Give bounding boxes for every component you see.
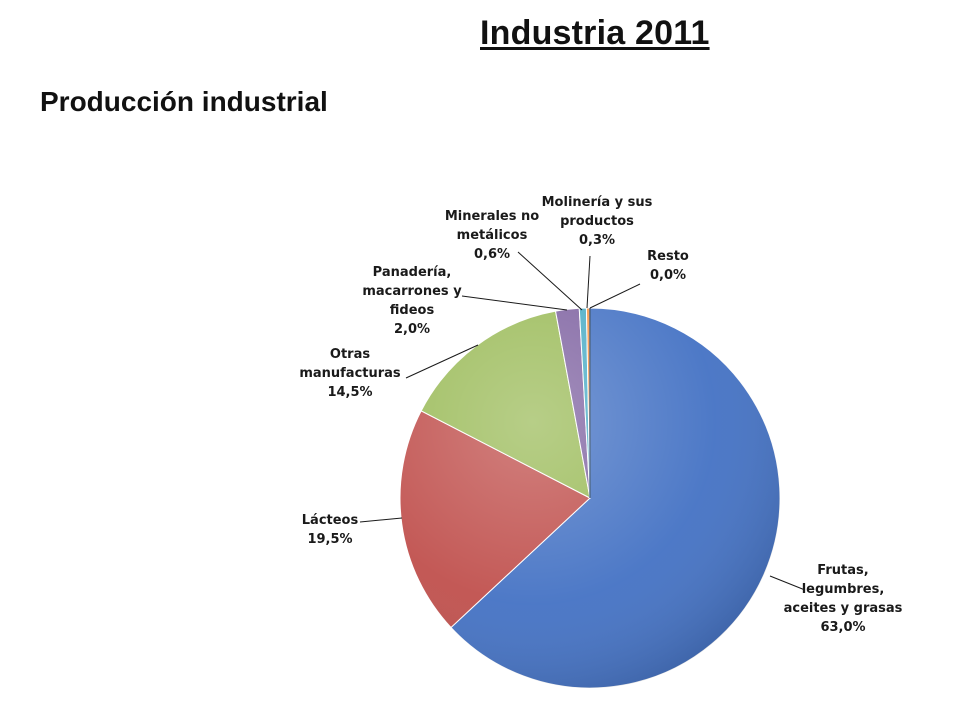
page-title: Industria 2011 — [480, 14, 710, 52]
data-label-molineria-y-sus-productos: Molinería y sus productos 0,3% — [542, 195, 653, 248]
leader-line-molineria-y-sus-productos — [586, 255, 591, 309]
leader-line-frutas-legumbres-aceites-y-grasas — [769, 575, 806, 591]
leader-line-minerales-no-metalicos — [517, 251, 583, 311]
leader-line-otras-manufacturas — [405, 344, 479, 379]
data-label-minerales-no-metalicos: Minerales no metálicos 0,6% — [445, 209, 539, 262]
data-label-panaderia-macarrones-y-fideos: Panadería, macarrones y fideos 2,0% — [362, 265, 462, 337]
data-label-resto: Resto 0,0% — [647, 249, 689, 283]
data-label-otras-manufacturas: Otras manufacturas 14,5% — [299, 347, 401, 400]
leader-line-resto — [589, 283, 641, 309]
leader-line-lacteos — [359, 517, 403, 523]
data-label-frutas-legumbres-aceites-y-grasas: Frutas, legumbres, aceites y grasas 63,0% — [784, 563, 903, 635]
data-label-lacteos: Lácteos 19,5% — [302, 513, 359, 547]
section-heading: Producción industrial — [40, 86, 328, 117]
leader-line-panaderia-macarrones-y-fideos — [461, 295, 568, 311]
